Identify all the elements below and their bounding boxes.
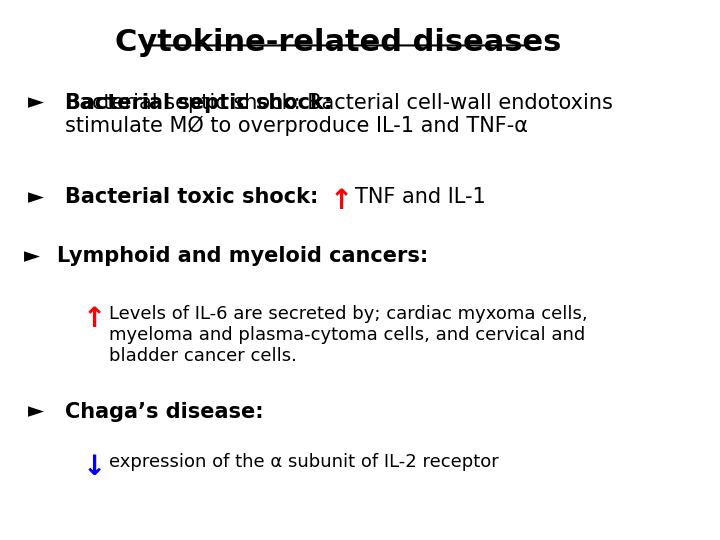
Text: ↑: ↑	[330, 187, 353, 215]
Text: ►: ►	[28, 187, 45, 207]
Text: Levels of IL-6 are secreted by; cardiac myxoma cells,
myeloma and plasma-cytoma : Levels of IL-6 are secreted by; cardiac …	[109, 305, 588, 364]
Text: Lymphoid and myeloid cancers:: Lymphoid and myeloid cancers:	[57, 246, 428, 266]
Text: ↑: ↑	[82, 305, 106, 333]
Text: Cytokine-related diseases: Cytokine-related diseases	[115, 28, 562, 57]
Text: TNF and IL-1: TNF and IL-1	[356, 187, 486, 207]
Text: ►: ►	[24, 246, 40, 266]
Text: ↓: ↓	[82, 453, 106, 481]
Text: Bacterial septic shock:: Bacterial septic shock:	[66, 93, 333, 113]
Text: Chaga’s disease:: Chaga’s disease:	[66, 402, 264, 422]
Text: ►: ►	[28, 402, 45, 422]
Text: ►: ►	[28, 93, 45, 113]
Text: expression of the α subunit of IL-2 receptor: expression of the α subunit of IL-2 rece…	[109, 453, 499, 471]
Text: Bacterial septic shock: Bacterial cell-wall endotoxins
stimulate MØ to overprodu: Bacterial septic shock: Bacterial cell-w…	[66, 93, 613, 137]
Text: Bacterial toxic shock:: Bacterial toxic shock:	[66, 187, 319, 207]
